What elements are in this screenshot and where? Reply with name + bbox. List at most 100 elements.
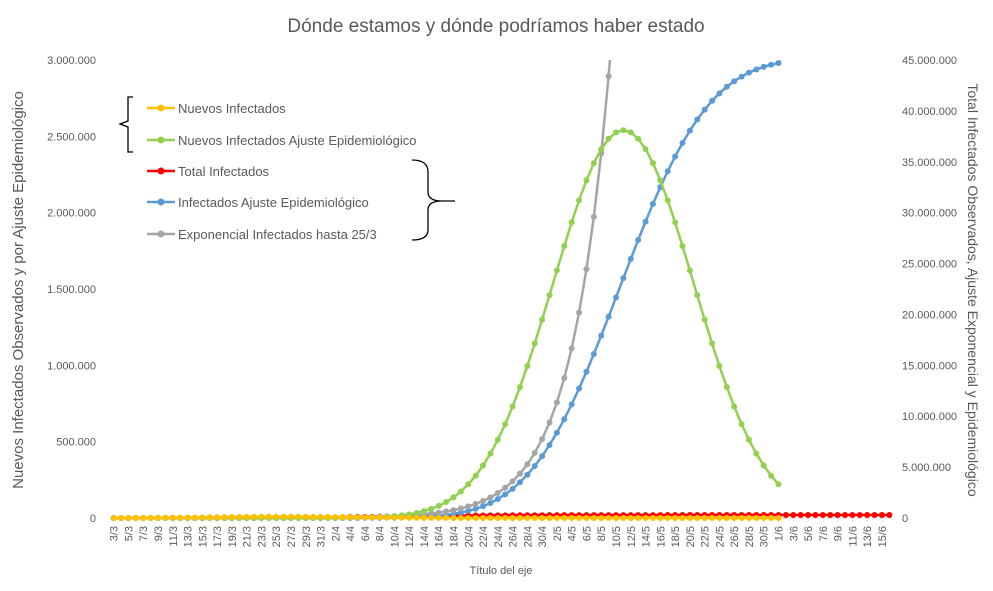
data-point — [509, 485, 516, 492]
data-point — [487, 450, 494, 457]
data-point — [435, 514, 442, 521]
x-tick-label: 30/4 — [537, 526, 549, 547]
data-point — [709, 97, 716, 104]
series-line — [113, 61, 779, 520]
data-point — [480, 514, 487, 521]
x-tick-label: 11/6 — [847, 526, 859, 547]
x-tick-label: 15/6 — [877, 526, 889, 547]
data-point — [546, 419, 553, 426]
data-point — [531, 514, 538, 521]
x-tick-label: 15/3 — [197, 526, 209, 547]
data-point — [531, 463, 538, 470]
data-point — [524, 362, 531, 369]
data-point — [686, 127, 693, 134]
x-tick-label: 12/5 — [626, 526, 638, 547]
data-point — [731, 78, 738, 85]
data-point — [494, 514, 501, 521]
data-point — [620, 515, 627, 521]
data-point — [694, 292, 701, 299]
data-point — [472, 500, 479, 507]
data-point — [516, 514, 523, 521]
data-point — [590, 515, 597, 521]
data-point — [642, 218, 649, 225]
legend-swatch-marker — [157, 136, 165, 144]
data-point — [487, 494, 494, 501]
data-point — [686, 515, 693, 521]
data-point — [738, 73, 745, 80]
data-point — [354, 514, 361, 521]
data-point — [443, 499, 450, 506]
x-tick-label: 18/5 — [670, 526, 682, 547]
data-point — [251, 513, 258, 520]
data-point — [620, 275, 627, 282]
data-point — [679, 139, 686, 146]
data-point — [406, 514, 413, 521]
data-point — [598, 332, 605, 339]
data-point — [745, 69, 752, 76]
data-point — [295, 513, 302, 520]
data-point — [480, 497, 487, 504]
data-point — [856, 512, 863, 519]
data-point — [243, 513, 250, 520]
x-axis-label: Título del eje — [470, 565, 533, 577]
data-point — [450, 507, 457, 514]
data-point — [546, 292, 553, 299]
x-tick-label: 13/6 — [862, 526, 874, 547]
x-tick-label: 1/6 — [774, 526, 786, 541]
data-point — [583, 368, 590, 375]
x-tick-label: 26/5 — [729, 526, 741, 547]
legend-right-brace — [411, 159, 455, 241]
right-tick-label: 10.000.000 — [902, 411, 957, 423]
data-point — [391, 514, 398, 521]
data-point — [805, 512, 812, 519]
data-point — [443, 514, 450, 521]
data-point — [753, 66, 760, 73]
data-point — [775, 515, 782, 521]
x-tick-label: 17/3 — [212, 526, 224, 547]
data-point — [775, 60, 782, 67]
x-tick-label: 22/4 — [478, 526, 490, 547]
data-point — [472, 505, 479, 512]
data-point — [443, 508, 450, 515]
data-point — [583, 266, 590, 273]
legend-swatch-marker — [157, 230, 165, 238]
series-line — [113, 128, 780, 520]
data-point — [435, 509, 442, 516]
series-layer — [110, 60, 893, 521]
x-tick-label: 12/4 — [404, 526, 416, 547]
data-point — [790, 512, 797, 519]
data-point — [635, 135, 642, 142]
data-point — [716, 515, 723, 521]
data-point — [450, 494, 457, 501]
data-point — [716, 90, 723, 97]
data-point — [760, 63, 767, 70]
data-point — [524, 514, 531, 521]
x-tick-label: 9/6 — [833, 526, 845, 541]
data-point — [568, 345, 575, 352]
data-point — [147, 514, 154, 521]
data-point — [605, 73, 612, 80]
data-point — [324, 513, 331, 520]
data-point — [753, 515, 760, 521]
data-point — [524, 461, 531, 468]
data-point — [620, 127, 627, 134]
data-point — [672, 515, 679, 521]
data-point — [664, 168, 671, 175]
data-point — [457, 505, 464, 512]
y-axis-label-left: Nuevos Infectados Observados y por Ajust… — [10, 91, 27, 489]
data-point — [701, 316, 708, 323]
data-point — [627, 255, 634, 262]
data-point — [605, 515, 612, 521]
x-tick-label: 22/5 — [700, 526, 712, 547]
data-point — [413, 514, 420, 521]
data-point — [524, 471, 531, 478]
data-point — [709, 515, 716, 521]
x-tick-label: 29/3 — [301, 526, 313, 547]
data-point — [199, 514, 206, 521]
x-tick-label: 30/5 — [759, 526, 771, 547]
data-point — [177, 514, 184, 521]
legend-entry: Exponencial Infectados hasta 25/3 — [178, 227, 377, 242]
data-point — [435, 502, 442, 509]
right-tick-label: 35.000.000 — [902, 157, 957, 169]
data-point — [723, 515, 730, 521]
